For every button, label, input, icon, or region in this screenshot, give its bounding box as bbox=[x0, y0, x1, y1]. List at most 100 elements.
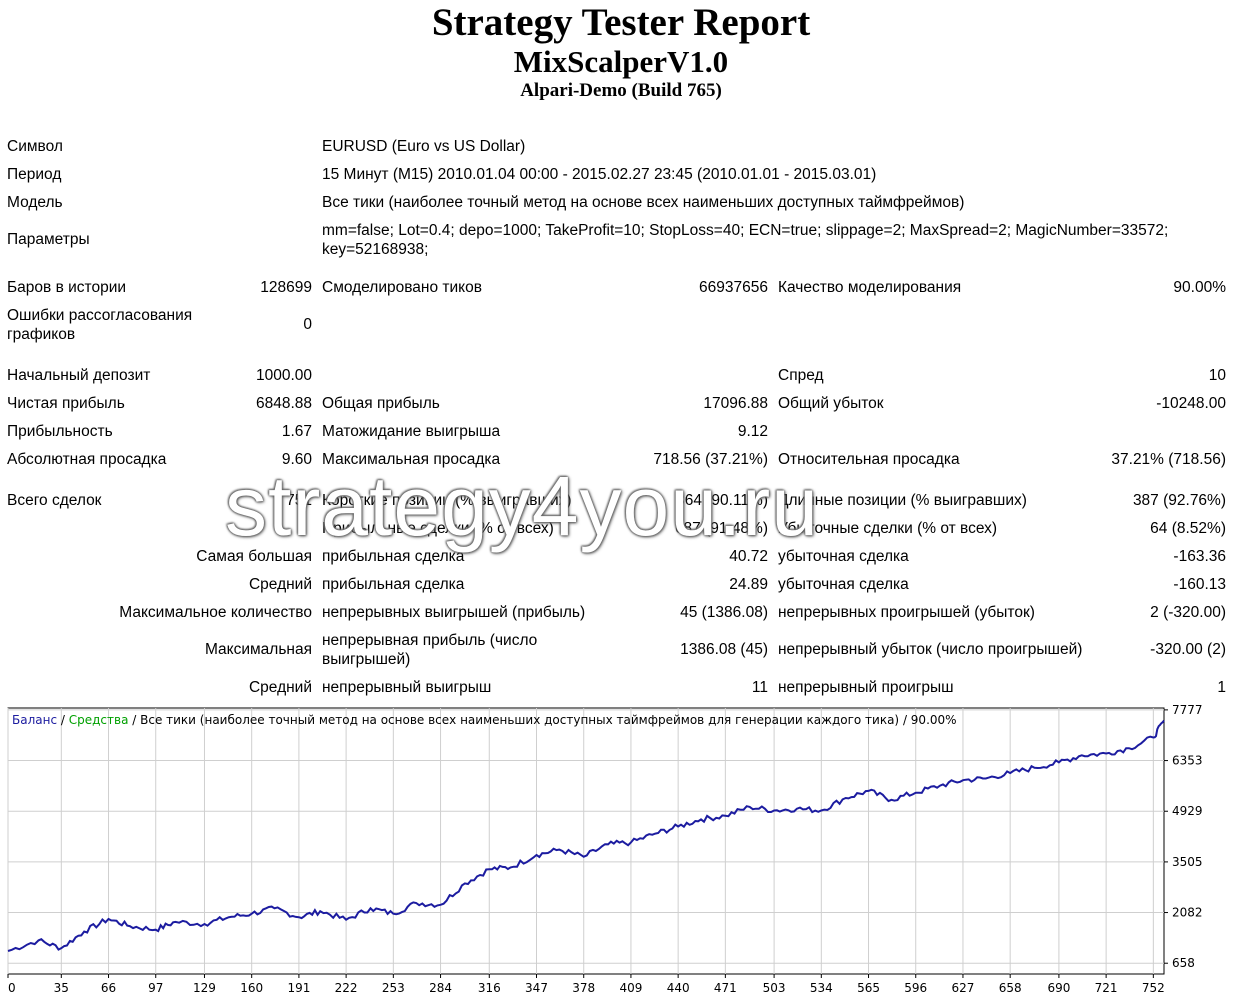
max-losses-label: непрерывных проигрышей (убыток) bbox=[778, 604, 1035, 621]
gross-profit-label: Общая прибыль bbox=[322, 395, 440, 412]
y-tick-label: 658 bbox=[1172, 956, 1195, 970]
deposit-value: 1000.00 bbox=[255, 367, 312, 384]
largest-profit-value: 40.72 bbox=[729, 548, 768, 565]
y-tick-label: 6353 bbox=[1172, 754, 1203, 768]
net-profit-label: Чистая прибыль bbox=[7, 395, 125, 412]
symbol-label: Символ bbox=[7, 138, 63, 155]
loss-trades-value: 64 (8.52%) bbox=[1150, 520, 1226, 537]
avg-consec-label: Средний bbox=[248, 679, 312, 696]
avg-consec-wins-value: 11 bbox=[751, 679, 768, 696]
balance-chart: 658 2082 3505 4929 6353 7777 0 35 66 97 129 160 191… bbox=[7, 704, 1203, 995]
x-tick-label: 596 bbox=[904, 981, 927, 995]
average-loss-label: убыточная сделка bbox=[778, 576, 909, 593]
max-losses-value: 2 (-320.00) bbox=[1150, 604, 1226, 621]
x-tick-label: 160 bbox=[240, 981, 263, 995]
legend-sep: / bbox=[128, 713, 140, 727]
largest-profit-label: прибыльная сделка bbox=[322, 548, 465, 565]
avg-consec-losses-value: 1 bbox=[1217, 679, 1226, 696]
ticks-value: 66937656 bbox=[699, 279, 768, 296]
x-tick-label: 253 bbox=[382, 981, 405, 995]
loss-trades-label: Убыточные сделки (% от всех) bbox=[778, 520, 998, 537]
y-axis: 658 2082 3505 4929 6353 7777 bbox=[1164, 704, 1203, 970]
maximal-profit-label: непрерывная прибыль (число выигрышей) bbox=[322, 632, 538, 668]
bars-value: 128699 bbox=[260, 279, 312, 296]
avg-consec-losses-label: непрерывный проигрыш bbox=[778, 679, 954, 696]
max-drawdown-value: 718.56 (37.21%) bbox=[653, 451, 768, 468]
max-drawdown-label: Максимальная просадка bbox=[322, 451, 501, 468]
short-positions-label: Короткие позиции (% выигравших) bbox=[322, 492, 572, 509]
errors-label: Ошибки рассогласования графиков bbox=[7, 307, 193, 343]
x-tick-label: 347 bbox=[525, 981, 548, 995]
quality-label: Качество моделирования bbox=[778, 279, 962, 296]
maximal-label: Максимальная bbox=[204, 641, 312, 658]
profit-factor-label: Прибыльность bbox=[7, 423, 113, 440]
max-count-label: Максимальное количество bbox=[119, 604, 312, 621]
model-value: Все тики (наиболее точный метод на основ… bbox=[322, 194, 965, 211]
abs-drawdown-value: 9.60 bbox=[281, 451, 312, 468]
x-tick-label: 721 bbox=[1095, 981, 1118, 995]
legend-sep: / bbox=[57, 713, 69, 727]
model-label: Модель bbox=[7, 194, 63, 211]
average-loss-value: -160.13 bbox=[1173, 576, 1226, 593]
params-value: mm=false; Lot=0.4; depo=1000; TakeProfit… bbox=[322, 222, 1169, 258]
y-tick-label: 7777 bbox=[1172, 704, 1203, 717]
report-title: Strategy Tester Report bbox=[431, 1, 811, 44]
max-wins-label: непрерывных выигрышей (прибыль) bbox=[322, 604, 586, 621]
params-label: Параметры bbox=[7, 231, 90, 248]
total-trades-label: Всего сделок bbox=[7, 492, 102, 509]
net-profit-value: 6848.88 bbox=[255, 395, 312, 412]
spread-value: 10 bbox=[1208, 367, 1226, 384]
y-tick-label: 3505 bbox=[1172, 855, 1203, 869]
x-tick-label: 378 bbox=[572, 981, 595, 995]
x-tick-label: 752 bbox=[1142, 981, 1165, 995]
ticks-label: Смоделировано тиков bbox=[322, 279, 482, 296]
period-value: 15 Минут (M15) 2010.01.04 00:00 - 2015.0… bbox=[322, 166, 877, 183]
largest-loss-label: убыточная сделка bbox=[778, 548, 909, 565]
largest-label: Самая большая bbox=[196, 548, 312, 565]
legend-balance: Баланс bbox=[12, 713, 57, 727]
chart-grid bbox=[7, 708, 1164, 974]
maximal-loss-label: непрерывный убыток (число проигрышей) bbox=[778, 641, 1083, 658]
long-positions-label: Длинные позиции (% выигравших) bbox=[778, 492, 1027, 509]
x-tick-label: 0 bbox=[8, 981, 16, 995]
spread-label: Спред bbox=[778, 367, 824, 384]
x-tick-label: 222 bbox=[335, 981, 358, 995]
average-profit-value: 24.89 bbox=[729, 576, 768, 593]
long-positions-value: 387 (92.76%) bbox=[1132, 492, 1226, 509]
legend-quality: 90.00% bbox=[911, 713, 957, 727]
chart-legend: Баланс / Средства / Все тики (наиболее т… bbox=[12, 713, 957, 727]
x-axis: 0 35 66 97 129 160 191 222 253 284 316 347 378 409 440… bbox=[7, 974, 1165, 995]
profit-trades-value: 687 (91.48%) bbox=[674, 520, 768, 537]
avg-consec-wins-label: непрерывный выигрыш bbox=[322, 679, 492, 696]
server-name: Alpari-Demo (Build 765) bbox=[520, 80, 722, 101]
x-tick-label: 66 bbox=[101, 981, 116, 995]
balance-line bbox=[7, 719, 1165, 952]
largest-loss-value: -163.36 bbox=[1173, 548, 1226, 565]
rel-drawdown-label: Относительная просадка bbox=[778, 451, 960, 468]
gross-loss-value: -10248.00 bbox=[1156, 395, 1226, 412]
total-trades-value: 751 bbox=[286, 492, 312, 509]
average-profit-label: прибыльная сделка bbox=[322, 576, 465, 593]
profit-trades-label: Прибыльные сделки (% от всех) bbox=[322, 520, 554, 537]
x-tick-label: 690 bbox=[1047, 981, 1070, 995]
x-tick-label: 191 bbox=[287, 981, 310, 995]
x-tick-label: 409 bbox=[619, 981, 642, 995]
quality-value: 90.00% bbox=[1173, 279, 1226, 296]
errors-value: 0 bbox=[303, 316, 312, 333]
short-positions-value: 364 (90.11%) bbox=[676, 492, 768, 509]
x-tick-label: 627 bbox=[952, 981, 975, 995]
maximal-loss-value: -320.00 (2) bbox=[1150, 641, 1226, 658]
x-tick-label: 471 bbox=[714, 981, 737, 995]
x-tick-label: 658 bbox=[999, 981, 1022, 995]
x-tick-label: 316 bbox=[478, 981, 501, 995]
x-tick-label: 534 bbox=[810, 981, 833, 995]
x-tick-label: 97 bbox=[148, 981, 163, 995]
payoff-value: 9.12 bbox=[737, 423, 768, 440]
x-tick-label: 440 bbox=[667, 981, 690, 995]
x-tick-label: 284 bbox=[429, 981, 452, 995]
legend-sep: / bbox=[899, 713, 911, 727]
bars-label: Баров в истории bbox=[7, 279, 127, 296]
legend-equity: Средства bbox=[69, 713, 129, 727]
expert-name: MixScalperV1.0 bbox=[513, 44, 729, 79]
abs-drawdown-label: Абсолютная просадка bbox=[7, 451, 167, 468]
